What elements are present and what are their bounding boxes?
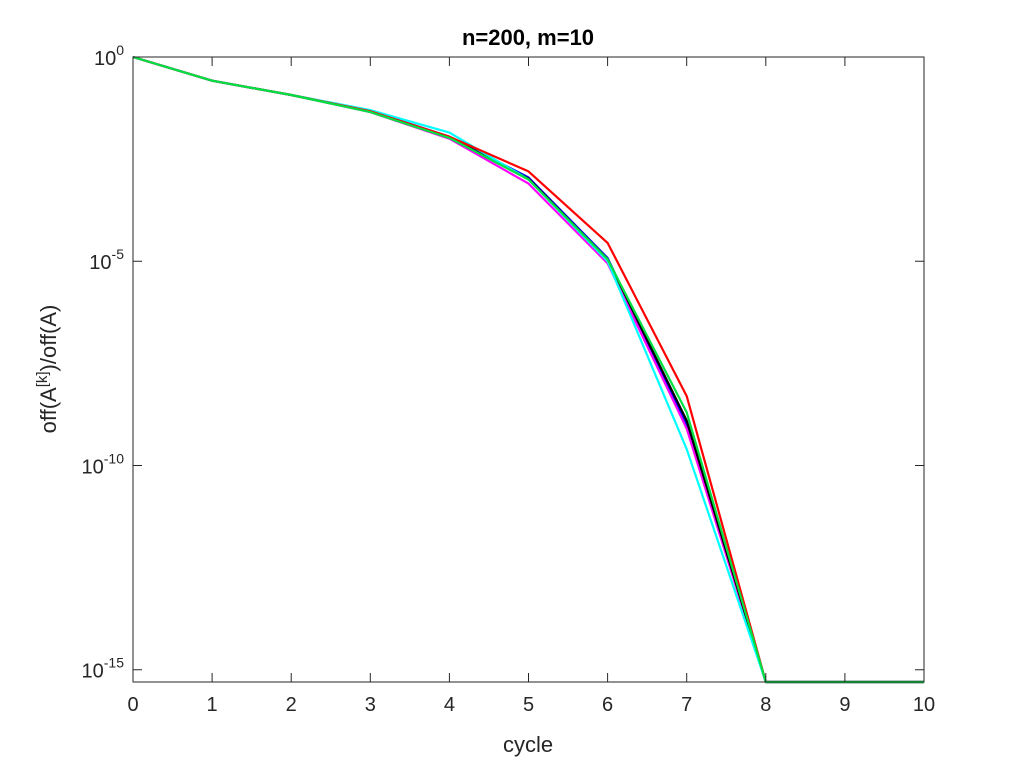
x-tick-label: 8 (760, 694, 771, 716)
x-tick-label: 3 (365, 694, 376, 716)
x-tick-label: 9 (839, 694, 850, 716)
y-tick-label: 10-15 (82, 655, 125, 683)
y-axis-label: off(A[k])/off(A) (34, 305, 61, 434)
y-tick-label: 100 (94, 42, 124, 70)
x-axis-label: cycle (503, 732, 553, 757)
x-tick-label: 5 (523, 694, 534, 716)
plot-background (133, 57, 924, 682)
x-tick-label: 1 (207, 694, 218, 716)
x-tick-label: 4 (444, 694, 455, 716)
x-tick-label: 6 (602, 694, 613, 716)
x-tick-label: 0 (127, 694, 138, 716)
x-tick-label: 7 (681, 694, 692, 716)
x-tick-label: 2 (286, 694, 297, 716)
y-tick-label: 10-10 (82, 450, 125, 478)
chart-title: n=200, m=10 (462, 25, 594, 50)
x-tick-label: 10 (913, 694, 935, 716)
plot-area: 0 1 2 3 4 5 6 7 8 9 10 100 10-5 10-10 10-15 (82, 42, 936, 716)
y-tick-label: 10-5 (89, 246, 124, 274)
